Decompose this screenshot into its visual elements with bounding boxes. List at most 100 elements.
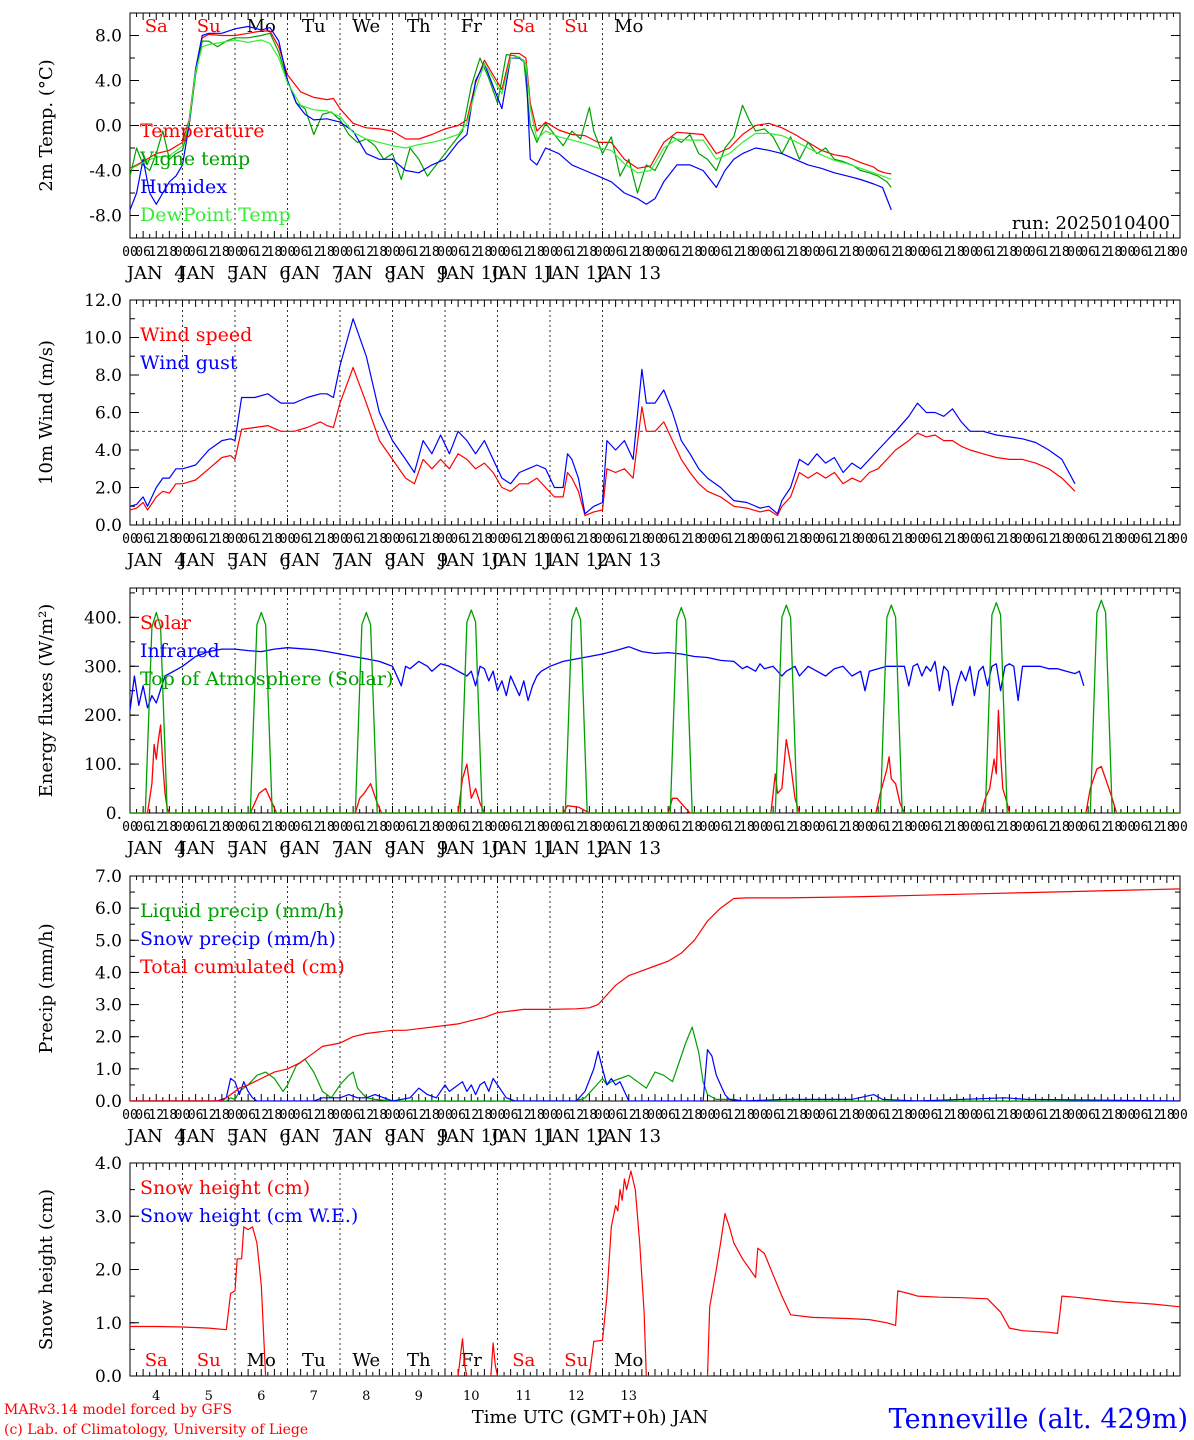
- hour-label: 06: [660, 1108, 676, 1123]
- hour-label: 12: [463, 245, 479, 260]
- hour-label: 00: [122, 1108, 138, 1123]
- hour-label: 06: [765, 245, 781, 260]
- hour-label: 12: [1093, 245, 1109, 260]
- hour-label: 00: [595, 820, 611, 835]
- y-tick-label: 5.0: [95, 931, 122, 951]
- hour-label: 06: [1080, 1108, 1096, 1123]
- hour-label: 12: [253, 532, 269, 547]
- hour-label: 00: [647, 1108, 663, 1123]
- hour-label: 06: [1133, 245, 1149, 260]
- hour-label: 00: [1067, 245, 1083, 260]
- hour-label: 00: [962, 1108, 978, 1123]
- date-label: JAN 6: [230, 263, 291, 284]
- series-line-wind-speed: [130, 366, 1076, 517]
- hour-label: 12: [201, 820, 217, 835]
- hour-label: 00: [595, 532, 611, 547]
- day-number-label: 11: [515, 1389, 532, 1404]
- hour-label: 12: [253, 245, 269, 260]
- hour-label: 12: [358, 245, 374, 260]
- hour-label: 06: [870, 532, 886, 547]
- hour-label: 18: [1054, 245, 1070, 260]
- hour-label: 06: [555, 820, 571, 835]
- hour-label: 00: [805, 1108, 821, 1123]
- hour-label: 12: [253, 1108, 269, 1123]
- date-label: JAN 13: [594, 838, 661, 859]
- weekday-label: We: [352, 1350, 380, 1371]
- hour-label: 12: [726, 532, 742, 547]
- hour-label: 18: [1002, 245, 1018, 260]
- hour-label: 12: [726, 820, 742, 835]
- hour-label: 18: [634, 532, 650, 547]
- weekday-label: Mo: [614, 16, 643, 37]
- hour-label: 18: [634, 245, 650, 260]
- hour-label: 12: [568, 1108, 584, 1123]
- hour-label: 06: [135, 532, 151, 547]
- hour-label: 00: [962, 820, 978, 835]
- hour-label: 00: [542, 532, 558, 547]
- hour-label: 18: [319, 532, 335, 547]
- date-label: JAN 12: [542, 263, 609, 284]
- hour-label: 12: [988, 245, 1004, 260]
- hour-label: 06: [870, 245, 886, 260]
- hour-label: 18: [214, 820, 230, 835]
- weekday-label: Mo: [247, 1350, 276, 1371]
- hour-label: 18: [582, 820, 598, 835]
- legend-entry: Wind gust: [140, 352, 238, 374]
- hour-label: 12: [516, 820, 532, 835]
- hour-label: 18: [634, 820, 650, 835]
- hour-label: 06: [398, 820, 414, 835]
- date-label: JAN 10: [437, 550, 504, 571]
- y-axis-label: Energy fluxes (W/m²): [36, 604, 57, 798]
- hour-label: 12: [201, 245, 217, 260]
- hour-label: 00: [1015, 245, 1031, 260]
- hour-label: 12: [936, 820, 952, 835]
- hour-label: 06: [188, 532, 204, 547]
- y-tick-label: 6.0: [95, 899, 122, 919]
- hour-label: 06: [555, 245, 571, 260]
- hour-label: 00: [1172, 245, 1188, 260]
- date-label: JAN 4: [125, 838, 186, 859]
- hour-label: 12: [673, 245, 689, 260]
- hour-label: 18: [634, 1108, 650, 1123]
- hour-label: 06: [1133, 820, 1149, 835]
- hour-label: 06: [1028, 820, 1044, 835]
- series-group: [130, 318, 1076, 517]
- y-tick-label: 200.: [84, 706, 122, 726]
- hour-label: 00: [595, 245, 611, 260]
- hour-label: 06: [398, 245, 414, 260]
- hour-label: 18: [1054, 820, 1070, 835]
- y-tick-label: 2.0: [95, 1028, 122, 1048]
- day-number-label: 12: [568, 1389, 585, 1404]
- hour-label: 00: [175, 1108, 191, 1123]
- y-tick-label: 2.0: [95, 1261, 122, 1281]
- hour-label: 18: [792, 820, 808, 835]
- hour-label: 12: [201, 1108, 217, 1123]
- hour-label: 06: [1080, 245, 1096, 260]
- date-label: JAN 8: [335, 263, 396, 284]
- date-label: JAN 5: [177, 550, 238, 571]
- hour-label: 18: [424, 820, 440, 835]
- footer: MARv3.14 model forced by GFS (c) Lab. of…: [4, 1402, 1188, 1438]
- date-label: JAN 6: [230, 550, 291, 571]
- hour-label: 00: [962, 532, 978, 547]
- hour-label: 12: [988, 820, 1004, 835]
- hour-label: 18: [424, 1108, 440, 1123]
- day-number-label: 10: [463, 1389, 480, 1404]
- legend-entry: Snow precip (mm/h): [140, 928, 336, 950]
- weekday-label: Th: [407, 16, 431, 37]
- hour-label: 12: [1041, 245, 1057, 260]
- legend-entry: Wind speed: [140, 324, 252, 346]
- hour-label: 00: [542, 820, 558, 835]
- y-tick-label: 1.0: [95, 1060, 122, 1080]
- hour-label: 06: [188, 245, 204, 260]
- weekday-label: Sa: [512, 1350, 535, 1371]
- hour-label: 18: [949, 820, 965, 835]
- hour-label: 00: [122, 532, 138, 547]
- hour-label: 00: [122, 820, 138, 835]
- hour-label: 06: [975, 820, 991, 835]
- station-name: Tenneville (alt. 429m): [889, 1404, 1188, 1435]
- date-label: JAN 4: [125, 1126, 186, 1147]
- hour-label: 06: [503, 1108, 519, 1123]
